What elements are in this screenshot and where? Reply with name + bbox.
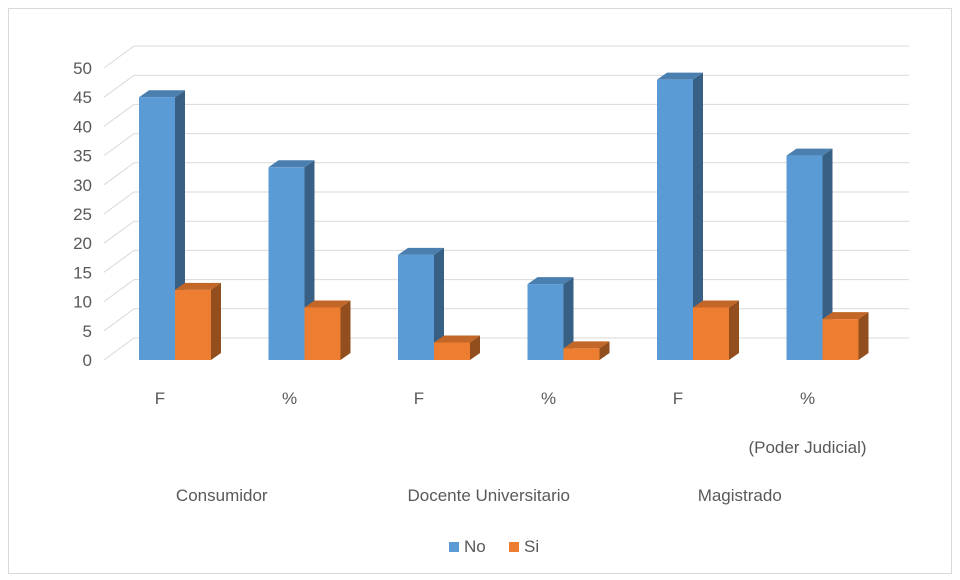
bar-front bbox=[434, 342, 470, 360]
x-tick-label: F bbox=[414, 389, 424, 408]
legend-label: No bbox=[464, 537, 486, 556]
y-tick-label: 20 bbox=[73, 234, 92, 253]
y-tick-label: 45 bbox=[73, 88, 92, 107]
x-tick-label: % bbox=[800, 389, 815, 408]
bar-front bbox=[175, 289, 211, 360]
bar-top bbox=[693, 300, 739, 308]
bar-side bbox=[858, 312, 869, 360]
y-tick-label: 50 bbox=[73, 59, 92, 78]
y-tick-label: 30 bbox=[73, 176, 92, 195]
bar-front bbox=[268, 167, 305, 360]
gridline bbox=[103, 103, 909, 127]
x-tick-label: % bbox=[282, 389, 297, 408]
bar-top bbox=[527, 277, 574, 285]
gridline bbox=[103, 45, 909, 69]
bar-top bbox=[822, 312, 869, 320]
bar bbox=[398, 247, 444, 360]
chart-frame: 0 5 10 15 20 25 30 35 40 45 50 F% F% F% Consumidor Do… bbox=[8, 8, 952, 574]
bar-top bbox=[398, 247, 444, 255]
y-tick-label: 0 bbox=[83, 351, 92, 370]
gridline bbox=[103, 279, 909, 303]
bar-front bbox=[398, 254, 434, 360]
bar-front bbox=[304, 307, 341, 360]
bar-side bbox=[563, 277, 574, 360]
bar-top bbox=[563, 341, 610, 349]
bar-top bbox=[139, 90, 185, 98]
y-tick-label: 35 bbox=[73, 147, 92, 166]
y-tick-label: 10 bbox=[73, 293, 92, 312]
bar-chart: 0 5 10 15 20 25 30 35 40 45 50 F% F% F% Consumidor Do… bbox=[73, 45, 909, 556]
gridline bbox=[103, 133, 909, 157]
bar-side bbox=[599, 341, 610, 360]
bar-top bbox=[786, 148, 833, 156]
bar-side bbox=[693, 72, 703, 361]
bar bbox=[527, 277, 574, 360]
gridline bbox=[103, 308, 909, 332]
y-tick-label: 40 bbox=[73, 117, 92, 136]
bar-side bbox=[434, 247, 444, 360]
bar bbox=[786, 148, 833, 360]
bar bbox=[304, 300, 351, 360]
bar-side bbox=[729, 300, 739, 360]
legend: No Si bbox=[449, 537, 539, 556]
bar bbox=[434, 335, 480, 360]
x-axis-group-labels: Consumidor Docente Universitario (Poder Ju… bbox=[176, 438, 867, 505]
gridline bbox=[103, 162, 909, 186]
bar-front bbox=[693, 307, 729, 360]
bar-front bbox=[786, 155, 823, 360]
bar-top bbox=[657, 72, 703, 80]
group-sublabel: (Poder Judicial) bbox=[748, 438, 866, 457]
bar bbox=[657, 72, 703, 361]
group-label: Docente Universitario bbox=[407, 486, 570, 505]
gridline bbox=[103, 74, 909, 98]
x-tick-label: F bbox=[673, 389, 683, 408]
group-label: Magistrado bbox=[698, 486, 782, 505]
x-tick-label: F bbox=[155, 389, 165, 408]
y-axis-tick-labels: 0 5 10 15 20 25 30 35 40 45 50 bbox=[73, 59, 92, 370]
bar-side bbox=[822, 148, 833, 360]
bar bbox=[693, 300, 739, 360]
bar-side bbox=[470, 335, 480, 360]
bar-front bbox=[822, 319, 859, 360]
bar-top bbox=[304, 300, 351, 308]
bar bbox=[822, 312, 869, 360]
legend-label: Si bbox=[524, 537, 539, 556]
y-tick-label: 5 bbox=[83, 322, 92, 341]
bar-front bbox=[563, 348, 600, 360]
bar-front bbox=[527, 284, 564, 360]
legend-swatch bbox=[509, 542, 519, 552]
gridline bbox=[103, 191, 909, 215]
gridlines bbox=[103, 45, 909, 361]
bar-side bbox=[211, 282, 221, 360]
bars bbox=[139, 72, 869, 361]
gridline bbox=[103, 249, 909, 273]
group-label: Consumidor bbox=[176, 486, 268, 505]
bar-side bbox=[340, 300, 351, 360]
y-tick-label: 25 bbox=[73, 205, 92, 224]
bar-top bbox=[268, 160, 315, 168]
bar bbox=[563, 341, 610, 360]
bar bbox=[175, 282, 221, 360]
bar-top bbox=[434, 335, 480, 343]
bar-top bbox=[175, 282, 221, 290]
gridline bbox=[103, 337, 909, 361]
y-tick-label: 15 bbox=[73, 263, 92, 282]
bar-front bbox=[139, 97, 175, 360]
gridline bbox=[103, 220, 909, 244]
legend-swatch bbox=[449, 542, 459, 552]
bar-front bbox=[657, 79, 693, 361]
x-axis-category-labels: F% F% F% bbox=[155, 389, 815, 408]
x-tick-label: % bbox=[541, 389, 556, 408]
